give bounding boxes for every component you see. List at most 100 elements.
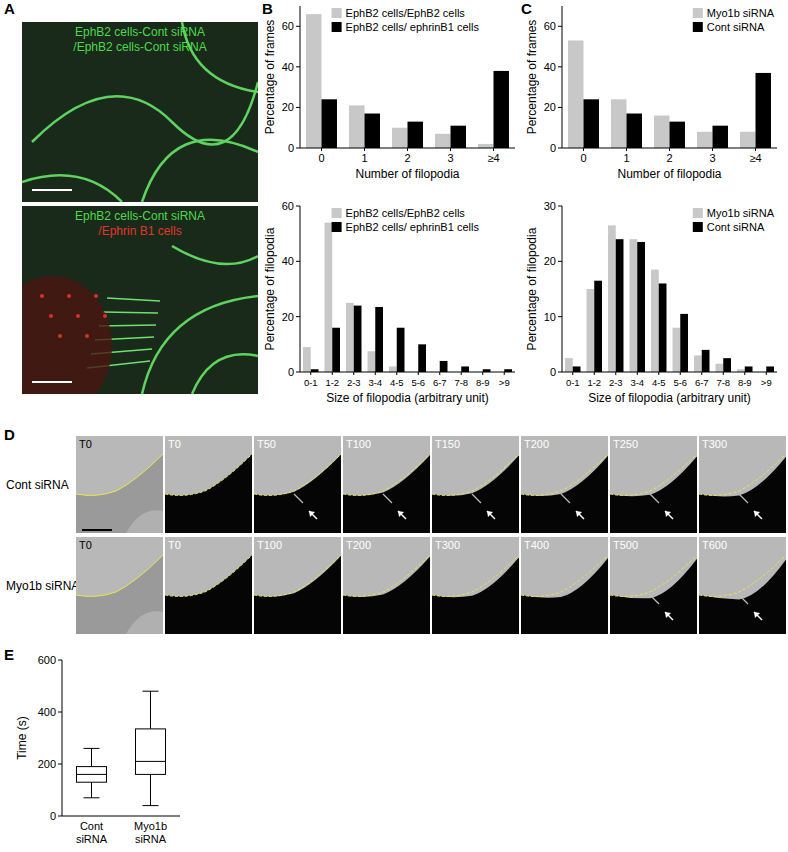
x-tick (637, 372, 638, 375)
x-tick (658, 372, 659, 375)
frame (610, 537, 697, 634)
bar (375, 307, 383, 372)
bars (303, 223, 512, 372)
filopodium (561, 494, 570, 503)
cell-region (165, 436, 252, 495)
cell-outline (192, 354, 258, 394)
y-tick-label: 20 (282, 101, 294, 113)
x-tick-label: 4-5 (652, 377, 666, 388)
cell-edge (254, 555, 341, 596)
y-tick (296, 372, 300, 373)
image-bg (22, 22, 258, 202)
legend-swatch (332, 22, 342, 32)
cell-region-2 (126, 510, 163, 533)
bar (766, 366, 774, 372)
y-tick-label: 20 (282, 311, 294, 323)
arrow-head (754, 612, 760, 618)
x-tick-label: 0-1 (566, 377, 580, 388)
y-tick (558, 66, 562, 67)
x-tick-label: 1-2 (325, 377, 339, 388)
red-dot (94, 294, 98, 298)
frame-bg (343, 436, 430, 533)
arrow (309, 511, 317, 519)
label-line: Myo1b (134, 820, 167, 832)
x-tick-label: 8-9 (738, 377, 752, 388)
bar (397, 328, 405, 372)
x-axis-title: Number of filopodia (617, 167, 721, 181)
frame-bg (343, 537, 430, 634)
bar (756, 73, 771, 148)
arrow-head (576, 511, 582, 517)
bar (494, 71, 509, 148)
label-line: siRNA (76, 833, 108, 845)
cell-region (699, 436, 786, 496)
frame-bg (76, 537, 163, 634)
frame (343, 436, 430, 533)
caption: EphB2 cells-Cont siRNA (75, 209, 205, 223)
cell-region (254, 537, 341, 597)
bars (565, 225, 774, 372)
x-tick (407, 148, 408, 151)
red-dot (76, 314, 80, 318)
red-dot (67, 294, 71, 298)
bar (346, 303, 354, 372)
y-tick (296, 107, 300, 108)
x-tick-label: >9 (499, 377, 510, 388)
filopodium (650, 494, 659, 503)
bar (365, 114, 380, 148)
cap-high (143, 691, 159, 692)
x-tick (439, 372, 440, 375)
frame-time: T0 (168, 539, 181, 551)
frame (432, 537, 519, 634)
legend-swatch (332, 208, 342, 218)
frame-time: T200 (524, 438, 549, 450)
y-tick (558, 316, 562, 317)
bar (616, 239, 624, 372)
box (77, 767, 107, 783)
ephrin-cell (22, 276, 112, 394)
arrow (754, 511, 762, 519)
x-tick (744, 372, 745, 375)
x-tick-label: 3 (709, 152, 715, 164)
frame-time: T0 (168, 438, 181, 450)
frame-time: T250 (613, 438, 638, 450)
x-tick-label: 3-4 (368, 377, 382, 388)
legend-swatch (332, 8, 342, 18)
y-tick-label: 20 (544, 255, 556, 267)
frame (76, 436, 163, 533)
y-tick-label: 600 (38, 654, 56, 666)
bar (627, 114, 642, 148)
x-tick-label: ≥4 (749, 152, 761, 164)
frame-bg (610, 436, 697, 533)
y-tick-label: 0 (550, 366, 556, 378)
legend-swatch (693, 22, 703, 32)
y-tick-label: 30 (544, 200, 556, 212)
x-tick (364, 148, 365, 151)
bar (568, 40, 583, 148)
frame-time: T600 (702, 539, 727, 551)
x-axis-title: Number of filopodia (355, 167, 459, 181)
y-tick-label: 40 (282, 255, 294, 267)
scale-bar (82, 529, 112, 531)
panel-letter: B (262, 0, 273, 17)
x-tick-label: 3-4 (630, 377, 644, 388)
red-dot (49, 314, 53, 318)
y-tick (296, 316, 300, 317)
cell-edge (521, 555, 608, 596)
x-tick-label: 0 (318, 152, 324, 164)
cell-outline (172, 246, 258, 264)
bar (713, 126, 728, 148)
y-tick (558, 107, 562, 108)
whisker-low (91, 782, 92, 798)
legend-label: Myo1b siRNA (707, 207, 775, 219)
y-tick (558, 148, 562, 149)
bar (440, 361, 448, 372)
bar (611, 99, 626, 148)
frame (432, 436, 519, 533)
bar (680, 314, 688, 372)
x-tick (669, 148, 670, 151)
frame-bg (610, 537, 697, 634)
filopodium (103, 312, 158, 313)
frame (254, 436, 341, 533)
bar (478, 144, 493, 148)
